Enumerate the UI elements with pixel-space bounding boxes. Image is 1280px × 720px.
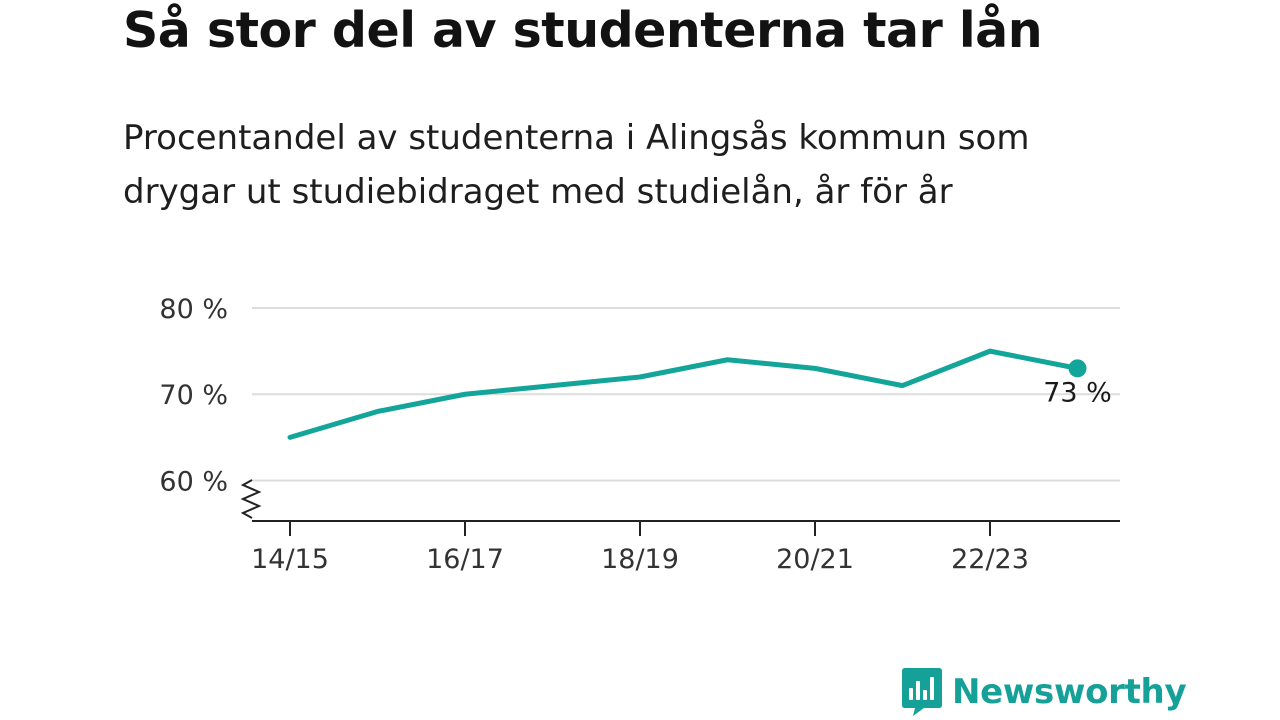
x-tick-label: 14/15 [251, 544, 329, 575]
brand-logo: Newsworthy [902, 668, 1187, 716]
y-tick-label: 70 % [159, 380, 228, 411]
end-point-marker [1068, 359, 1087, 378]
y-tick-label: 80 % [159, 294, 228, 325]
x-axis-labels: 14/15 16/17 18/19 20/21 22/23 [251, 544, 1029, 575]
end-value-label: 73 % [1043, 377, 1112, 408]
chart-title: Så stor del av studenterna tar lån [123, 2, 1043, 59]
x-tick-label: 16/17 [426, 544, 504, 575]
brand-name: Newsworthy [952, 672, 1187, 712]
grid-lines [252, 307, 1120, 482]
newsworthy-logo-icon [902, 668, 942, 716]
axis-break-icon [240, 479, 262, 519]
x-tick-label: 18/19 [601, 544, 679, 575]
x-axis [240, 479, 1120, 536]
series-line [287, 348, 1080, 440]
y-tick-label: 60 % [159, 466, 228, 497]
series-layer: 73 % [287, 348, 1112, 440]
chart-subtitle: Procentandel av studenterna i Alingsås k… [123, 118, 1030, 212]
y-axis-labels: 60 % 70 % 80 % [159, 294, 228, 497]
x-tick-label: 22/23 [951, 544, 1029, 575]
x-tick-label: 20/21 [776, 544, 854, 575]
